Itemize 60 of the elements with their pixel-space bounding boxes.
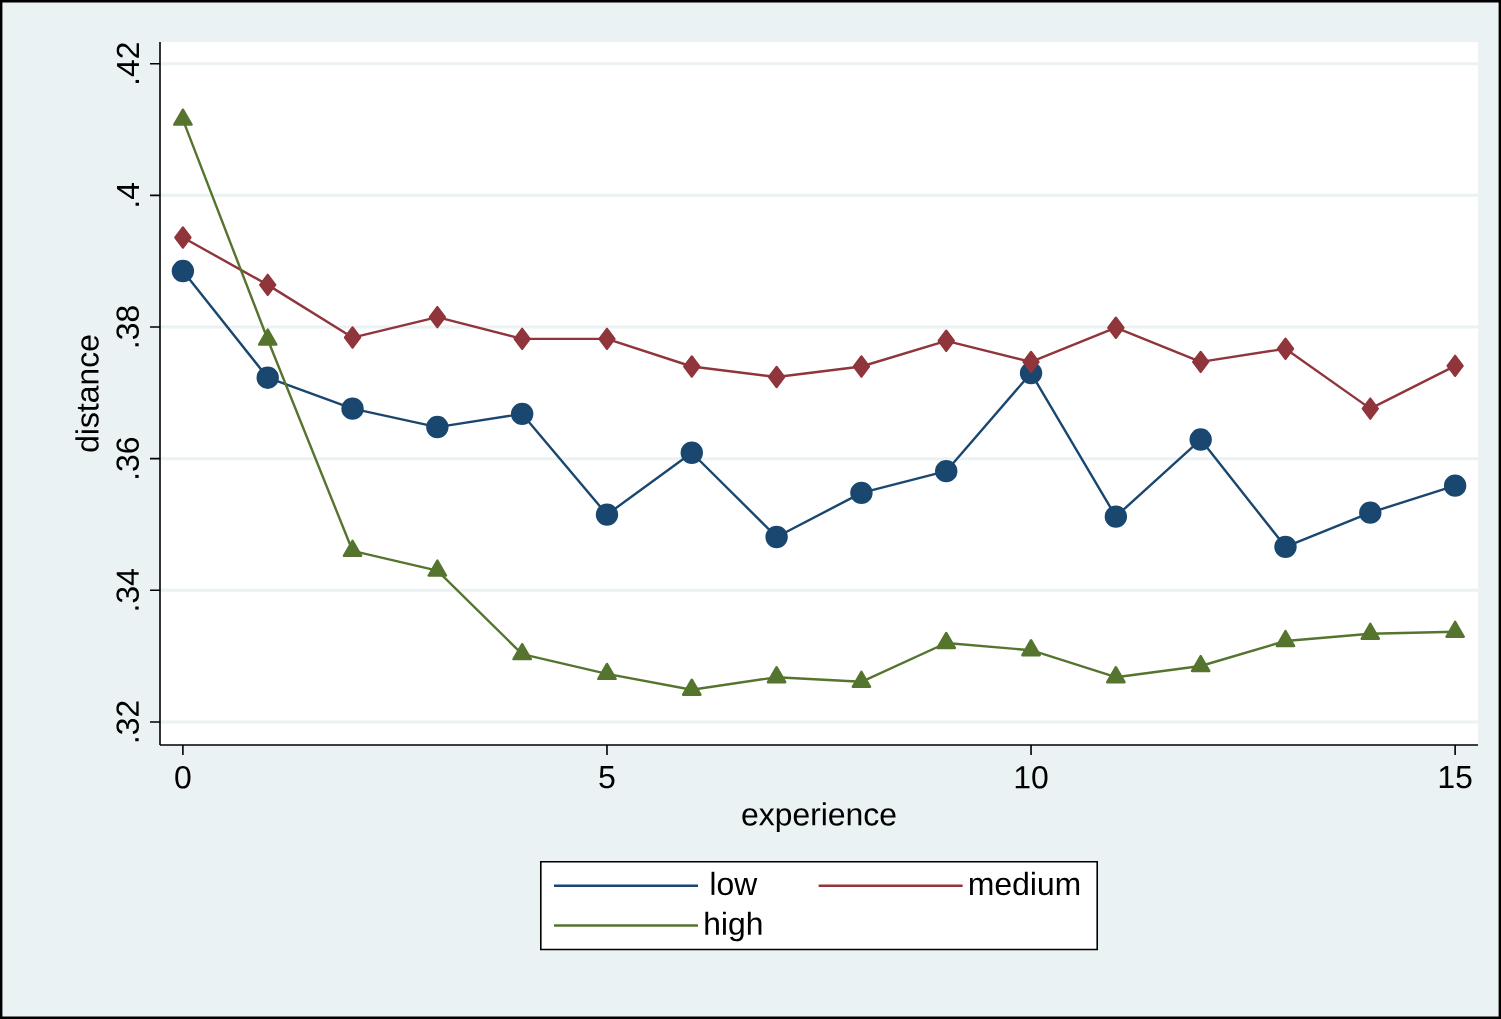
- legend-label: medium: [969, 871, 1080, 896]
- x-tick-label: 15: [1439, 766, 1472, 789]
- point: [595, 503, 619, 526]
- point: [1446, 354, 1464, 378]
- y-tick-label: .4: [117, 183, 139, 206]
- point: [171, 259, 195, 283]
- point: [341, 397, 364, 420]
- point: [343, 326, 362, 349]
- y-tick-label: .36: [116, 437, 139, 478]
- point: [683, 355, 701, 378]
- point: [510, 402, 534, 426]
- point: [766, 666, 787, 684]
- point: [1445, 620, 1465, 638]
- point: [935, 459, 958, 483]
- point: [597, 662, 617, 681]
- point: [1276, 337, 1295, 360]
- point: [767, 365, 786, 389]
- point: [680, 441, 703, 464]
- point: [1021, 639, 1041, 657]
- point: [598, 327, 616, 351]
- point: [1275, 629, 1296, 648]
- point: [1190, 654, 1211, 673]
- point: [1107, 316, 1125, 339]
- legend-label: low: [711, 871, 758, 896]
- y-tick-label: .42: [116, 43, 139, 83]
- point: [428, 305, 447, 329]
- point: [1106, 666, 1126, 684]
- point: [1359, 501, 1382, 524]
- x-axis-title: experience: [742, 802, 896, 832]
- point: [1361, 397, 1379, 420]
- point: [512, 642, 533, 661]
- point: [681, 678, 702, 696]
- point: [1189, 428, 1212, 451]
- point: [765, 525, 788, 549]
- point: [427, 559, 448, 577]
- point: [1104, 505, 1128, 528]
- x-tick-label: 5: [599, 766, 615, 789]
- legend-label: high: [705, 911, 762, 942]
- point: [259, 273, 277, 297]
- point: [342, 539, 363, 558]
- point: [513, 327, 531, 351]
- point: [174, 226, 192, 249]
- point: [1274, 535, 1297, 559]
- x-tick-label: 10: [1015, 766, 1048, 789]
- y-tick-label: .32: [116, 701, 139, 742]
- point: [850, 481, 873, 505]
- point: [852, 355, 871, 378]
- point: [936, 631, 957, 650]
- y-axis-title: distance: [75, 335, 99, 452]
- y-tick-label: .34: [116, 569, 139, 610]
- point: [256, 366, 279, 389]
- point: [426, 415, 449, 439]
- x-tick-label: 0: [175, 766, 191, 789]
- point: [1022, 350, 1040, 374]
- point: [1360, 622, 1381, 640]
- point: [1191, 350, 1210, 374]
- point: [937, 329, 955, 353]
- point: [1443, 474, 1467, 497]
- point: [851, 670, 872, 688]
- y-tick-label: .38: [116, 306, 139, 347]
